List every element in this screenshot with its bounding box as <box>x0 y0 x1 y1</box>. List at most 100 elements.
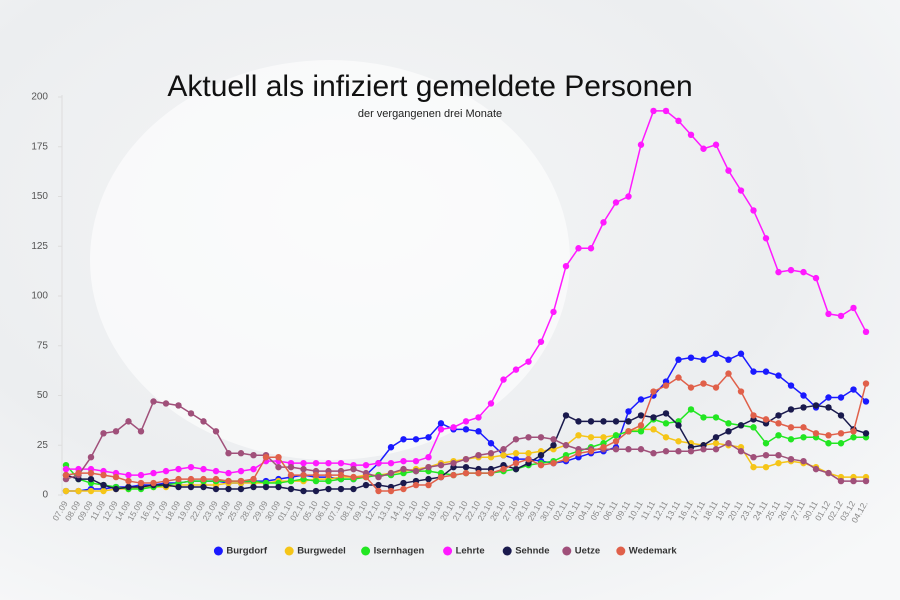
data-point <box>337 459 345 467</box>
data-point <box>275 483 282 491</box>
data-point <box>562 412 570 419</box>
data-point <box>187 463 195 471</box>
data-point <box>662 107 670 115</box>
y-tick-label: 175 <box>31 141 48 152</box>
data-point <box>137 471 145 479</box>
data-point <box>225 485 232 493</box>
data-point <box>75 469 82 477</box>
data-point <box>750 453 757 461</box>
data-point <box>625 428 632 435</box>
y-tick-label: 100 <box>31 291 48 302</box>
data-point <box>762 368 770 375</box>
data-point <box>650 450 657 457</box>
data-point <box>850 386 857 393</box>
data-point <box>287 477 295 485</box>
data-point <box>175 402 182 409</box>
data-point <box>312 459 320 467</box>
data-point <box>712 384 720 391</box>
data-point <box>737 448 745 455</box>
data-point <box>612 199 620 206</box>
data-point <box>850 434 857 441</box>
data-point <box>275 453 282 461</box>
data-point <box>525 455 532 463</box>
legend-label: Wedemark <box>629 546 678 557</box>
data-point <box>675 448 682 455</box>
data-point <box>300 459 307 467</box>
data-point <box>825 469 832 477</box>
data-point <box>675 374 682 381</box>
data-point <box>175 483 182 491</box>
data-point <box>475 414 482 421</box>
data-point <box>512 465 520 473</box>
data-point <box>825 394 832 401</box>
data-point <box>712 414 720 421</box>
data-point <box>812 274 820 282</box>
data-point <box>750 368 757 375</box>
data-point <box>462 418 470 425</box>
data-point <box>312 471 320 479</box>
data-point <box>387 469 395 477</box>
data-point <box>487 400 495 407</box>
data-point <box>300 487 307 495</box>
data-point <box>137 428 145 435</box>
data-point <box>650 388 657 395</box>
data-point <box>112 485 120 493</box>
data-point <box>687 448 695 455</box>
data-point <box>587 245 595 252</box>
legend-label: Uetze <box>575 546 600 557</box>
data-point <box>100 481 107 489</box>
data-point <box>87 475 95 483</box>
legend-label: Sehnde <box>515 546 549 557</box>
data-point <box>662 448 670 455</box>
data-point <box>200 418 207 425</box>
data-point <box>675 117 682 125</box>
data-point <box>537 461 545 469</box>
data-point <box>512 436 520 443</box>
data-point <box>787 424 795 431</box>
data-point <box>287 471 295 479</box>
data-point <box>512 366 520 373</box>
data-point <box>475 452 482 459</box>
data-point <box>250 452 257 459</box>
data-point <box>800 404 807 411</box>
data-point <box>437 420 445 427</box>
data-point <box>487 450 495 457</box>
data-point <box>262 483 270 491</box>
data-point <box>762 235 770 242</box>
data-point <box>212 485 220 493</box>
data-point <box>587 418 595 425</box>
data-point <box>737 422 745 429</box>
data-point <box>150 479 157 487</box>
data-point <box>775 452 782 459</box>
data-point <box>600 219 607 226</box>
data-point <box>550 436 557 443</box>
data-point <box>325 459 332 467</box>
data-point <box>487 469 495 477</box>
data-point <box>850 428 857 435</box>
data-point <box>487 440 495 447</box>
data-point <box>750 207 757 214</box>
data-point <box>500 452 507 459</box>
data-point <box>200 475 207 483</box>
data-point <box>200 483 207 491</box>
data-point <box>700 356 707 363</box>
data-point <box>862 328 870 336</box>
data-point <box>800 268 807 276</box>
legend-swatch <box>213 546 223 556</box>
data-point <box>800 392 807 399</box>
data-point <box>800 457 807 465</box>
data-point <box>550 308 557 316</box>
data-point <box>762 416 770 423</box>
data-point <box>712 434 720 441</box>
data-point <box>850 304 857 312</box>
data-point <box>225 469 232 477</box>
data-point <box>325 485 332 493</box>
y-tick-label: 200 <box>31 92 48 103</box>
data-point <box>637 422 645 429</box>
legend-swatch <box>616 546 626 556</box>
data-point <box>662 434 670 441</box>
data-point <box>625 446 632 453</box>
data-point <box>387 444 395 451</box>
legend-label: Burgwedel <box>297 546 346 557</box>
data-point <box>275 463 282 471</box>
